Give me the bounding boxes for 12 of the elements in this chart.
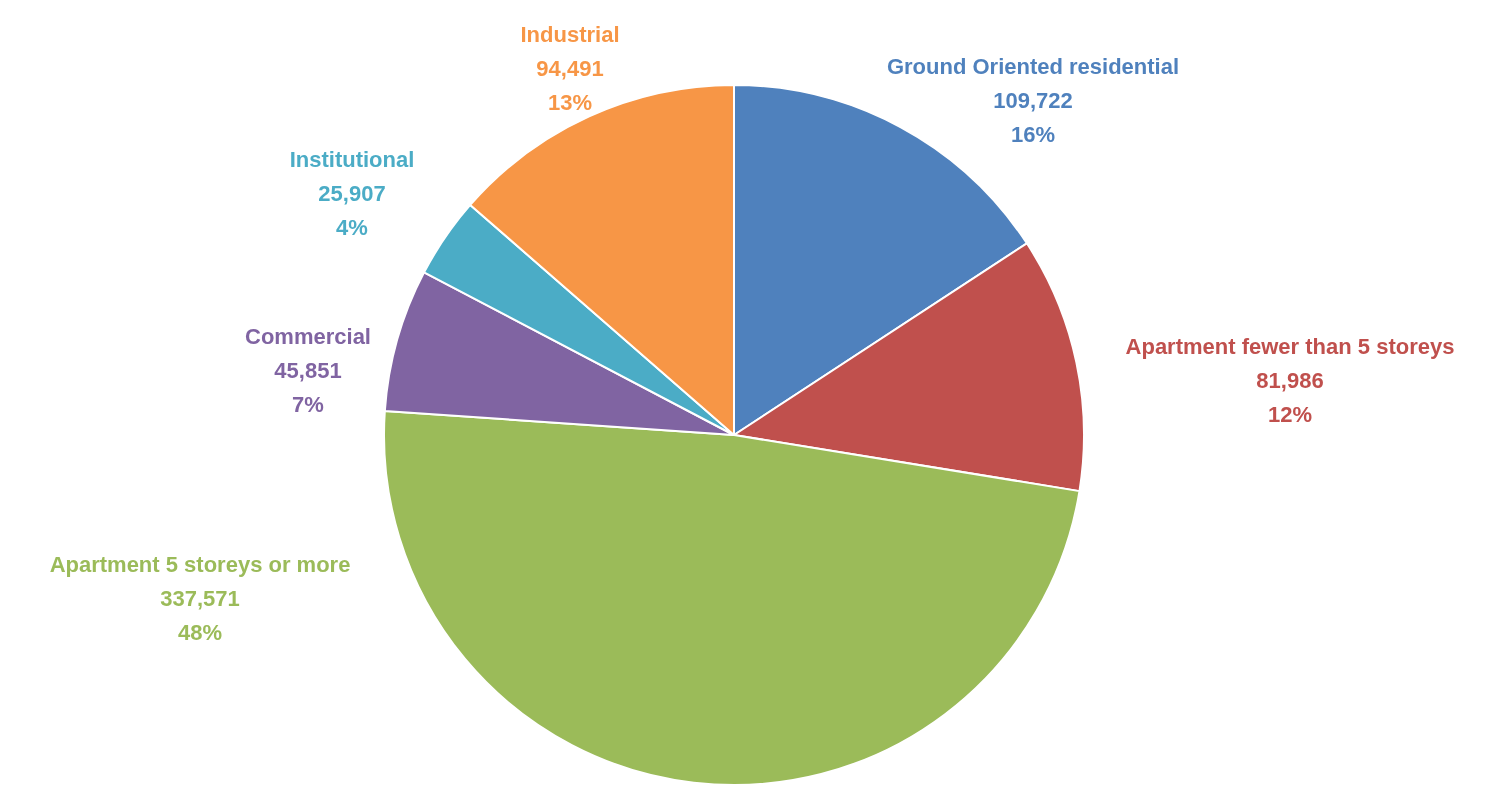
slice-label: Apartment fewer than 5 storeys <box>1125 333 1455 359</box>
slice-label: Industrial <box>520 21 620 47</box>
slice-label: Institutional <box>289 146 415 172</box>
data-label: 109,722 16% <box>993 87 1073 147</box>
data-label: 94,491 13% <box>536 55 604 115</box>
data-label: 337,571 48% <box>160 585 240 645</box>
data-label: 45,851 7% <box>274 357 342 417</box>
data-label: 25,907 4% <box>318 180 386 240</box>
slice-label: Commercial <box>245 323 371 349</box>
data-label: 81,986 12% <box>1256 367 1324 427</box>
slice-label: Ground Oriented residential <box>886 53 1180 79</box>
slice-label: Apartment 5 storeys or more <box>49 551 351 577</box>
